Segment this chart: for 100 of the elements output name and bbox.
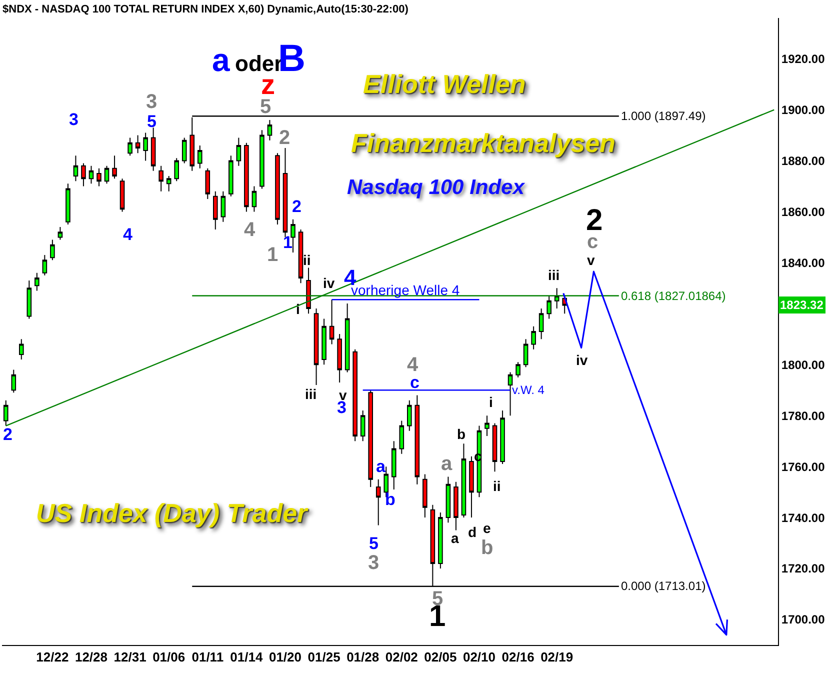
candlestick (42, 254, 48, 276)
candlestick (19, 338, 24, 360)
annotation: Elliott Wellen (363, 69, 526, 99)
candlestick (391, 440, 396, 490)
candlestick (461, 443, 466, 518)
series-label: 0.000 (1713.01) (621, 579, 706, 593)
annotation: b (457, 426, 466, 442)
candlestick (174, 158, 179, 182)
candlestick (236, 137, 242, 166)
annotation: 1 (283, 233, 292, 252)
candlestick (531, 326, 536, 350)
annotation: US Index (Day) Trader (36, 498, 310, 528)
candlestick (143, 132, 148, 162)
annotation: 4 (244, 219, 256, 241)
candlestick (58, 226, 63, 240)
candlestick (322, 318, 326, 366)
candlestick (104, 165, 110, 184)
candlestick (205, 168, 210, 200)
series-label: 1.000 (1897.49) (621, 109, 706, 123)
x-tick-label: 01/25 (308, 650, 340, 665)
candlestick (298, 229, 304, 284)
y-tick-label: 1760.00 (781, 460, 826, 474)
x-tick-label: 01/20 (268, 650, 302, 665)
x-tick-label: 02/10 (462, 650, 496, 665)
candlestick (81, 162, 86, 187)
candlestick (414, 394, 420, 485)
series-label: 0.618 (1827.01864) (621, 289, 726, 303)
annotation: ii (303, 252, 311, 268)
candlestick (150, 127, 156, 172)
annotation: 2 (292, 197, 302, 216)
y-tick-label: 1800.00 (781, 358, 826, 372)
y-tick-label: 1840.00 (781, 256, 826, 270)
candlestick (213, 190, 218, 230)
candlestick (73, 155, 78, 182)
x-tick-label: 02/05 (424, 650, 457, 665)
annotation: b (385, 490, 396, 509)
candlestick (508, 372, 513, 416)
annotation: 2 (3, 425, 12, 444)
x-tick-label: 01/28 (346, 650, 380, 665)
candlestick (26, 280, 32, 320)
candlestick (66, 183, 70, 225)
x-tick-label: 02/16 (502, 650, 534, 665)
chart-title: $NDX - NASDAQ 100 TOTAL RETURN INDEX X,60) Dynamic,Auto(15:30-22:00) (2, 3, 409, 16)
candlestick (128, 137, 132, 156)
candlestick (112, 155, 117, 180)
annotation: a (212, 42, 230, 78)
x-tick-label: 02/19 (540, 650, 574, 665)
y-tick-label: 1880.00 (781, 154, 826, 168)
candlestick (446, 476, 451, 524)
candlestick (516, 362, 520, 378)
candlestick (275, 152, 280, 225)
candlestick (120, 178, 125, 212)
annotation: b (481, 537, 494, 559)
candlestick (96, 168, 102, 187)
candlestick (34, 272, 40, 292)
candlestick (197, 144, 202, 169)
annotation: iii (548, 267, 560, 283)
annotation: 3 (368, 552, 380, 574)
y-tick-label: 1700.00 (781, 612, 826, 627)
candlestick (538, 308, 544, 340)
annotation: Finanzmarktanalysen (351, 128, 616, 158)
candlestick (88, 165, 94, 184)
candlestick (492, 422, 498, 472)
candlestick (344, 302, 350, 373)
candlestick (166, 176, 172, 192)
x-tick-label: 12/31 (114, 650, 146, 665)
series-label: v.W. 4 (512, 383, 545, 397)
y-tick-label: 1860.00 (781, 204, 826, 219)
y-tick-label: 1720.00 (781, 562, 826, 576)
y-tick-label: 1920.00 (781, 52, 826, 66)
annotation: 5 (147, 112, 156, 131)
candlestick (329, 299, 334, 345)
candlestick (260, 130, 264, 190)
candlestick (407, 400, 412, 432)
candlestick (438, 512, 443, 570)
candlestick (220, 190, 226, 222)
annotation: a (451, 530, 459, 546)
x-tick-label: 01/11 (192, 650, 224, 665)
candlestick (554, 288, 560, 310)
candlestick (50, 239, 55, 261)
annotation: a (376, 457, 386, 476)
candlestick (290, 218, 296, 253)
candlestick (244, 142, 249, 212)
candlestick (252, 186, 257, 212)
annotation: 3 (69, 110, 78, 129)
annotation: i (489, 394, 493, 410)
candlestick (3, 400, 8, 426)
annotation: iv (323, 275, 335, 291)
x-tick-label: 01/06 (152, 650, 186, 665)
candlestick (228, 155, 234, 197)
candlestick (135, 134, 140, 154)
candlestick (469, 456, 474, 518)
annotation: 2 (279, 127, 290, 149)
candlestick (523, 338, 528, 368)
candlestick (376, 478, 381, 526)
annotation: iii (305, 386, 317, 402)
annotation: ii (493, 478, 501, 494)
candlestick (360, 410, 366, 442)
candlestick (282, 147, 288, 238)
x-tick-label: 01/14 (230, 650, 264, 665)
